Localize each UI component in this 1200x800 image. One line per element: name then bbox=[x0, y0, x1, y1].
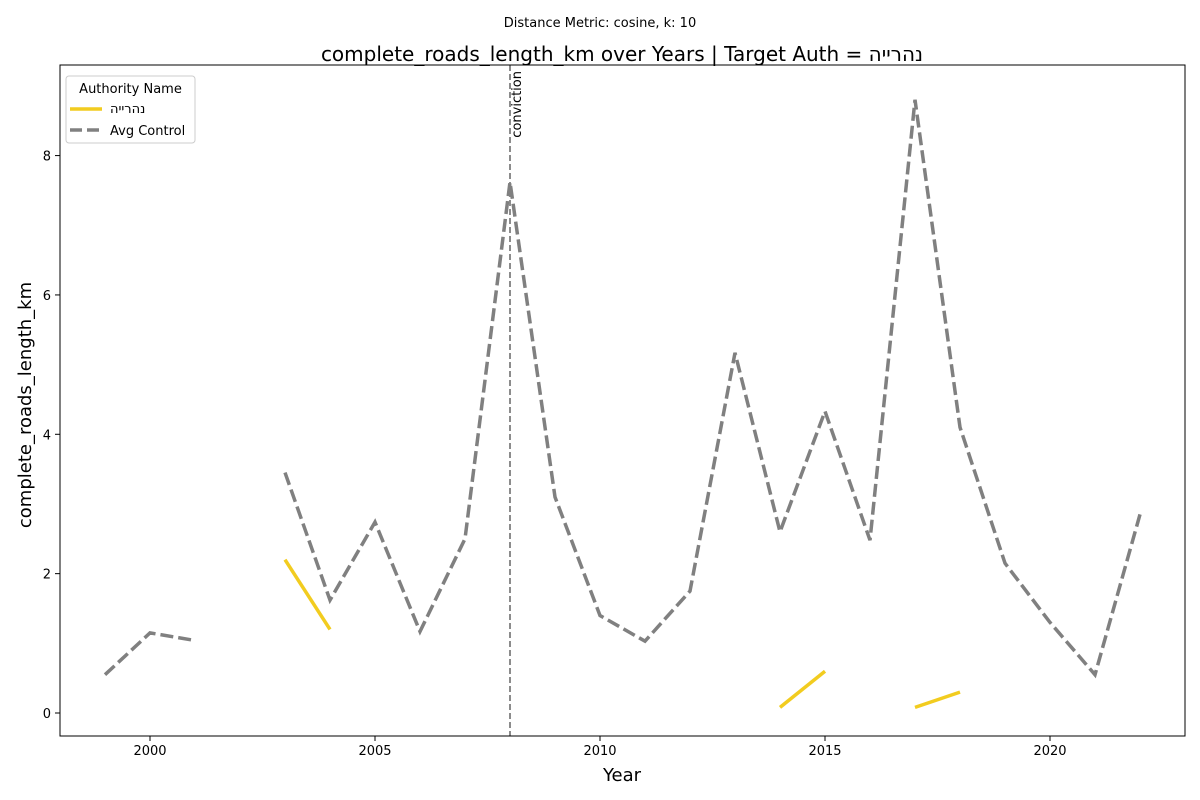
series-line-target bbox=[283, 558, 332, 631]
series-line-target bbox=[914, 690, 961, 710]
x-axis-label: Year bbox=[602, 765, 642, 786]
series-line-target bbox=[778, 669, 827, 709]
x-tick-label: 2005 bbox=[358, 744, 391, 759]
legend-box bbox=[65, 75, 196, 144]
x-tick-label: 2015 bbox=[808, 744, 841, 759]
plot-area: 2000 2005 2010 2015 2020 0 2 4 6 8 conviction bbox=[43, 65, 1142, 759]
y-tick-label: 2 bbox=[43, 568, 51, 583]
y-tick-label: 6 bbox=[43, 289, 51, 304]
series-line-avg-control bbox=[283, 99, 1142, 679]
x-tick-label: 2010 bbox=[583, 744, 616, 759]
plot-frame bbox=[59, 64, 1186, 737]
legend-label-avg-control: Avg Control bbox=[110, 124, 185, 139]
x-tick-label: 2020 bbox=[1033, 744, 1066, 759]
x-tick-label: 2000 bbox=[133, 744, 166, 759]
chart-title: complete_roads_length_km over Years | Ta… bbox=[321, 42, 923, 66]
chart-suptitle: Distance Metric: cosine, k: 10 bbox=[504, 16, 696, 31]
legend: Authority Name נהרייה Avg Control bbox=[65, 75, 196, 144]
y-tick-label: 4 bbox=[43, 428, 51, 443]
y-axis-label: complete_roads_length_km bbox=[15, 282, 36, 528]
legend-label-target: נהרייה bbox=[110, 102, 145, 117]
y-tick-label: 8 bbox=[43, 150, 51, 165]
conviction-label: conviction bbox=[510, 71, 525, 138]
legend-title: Authority Name bbox=[79, 82, 182, 97]
series-line-avg-control bbox=[103, 631, 196, 676]
y-tick-label: 0 bbox=[43, 707, 51, 722]
